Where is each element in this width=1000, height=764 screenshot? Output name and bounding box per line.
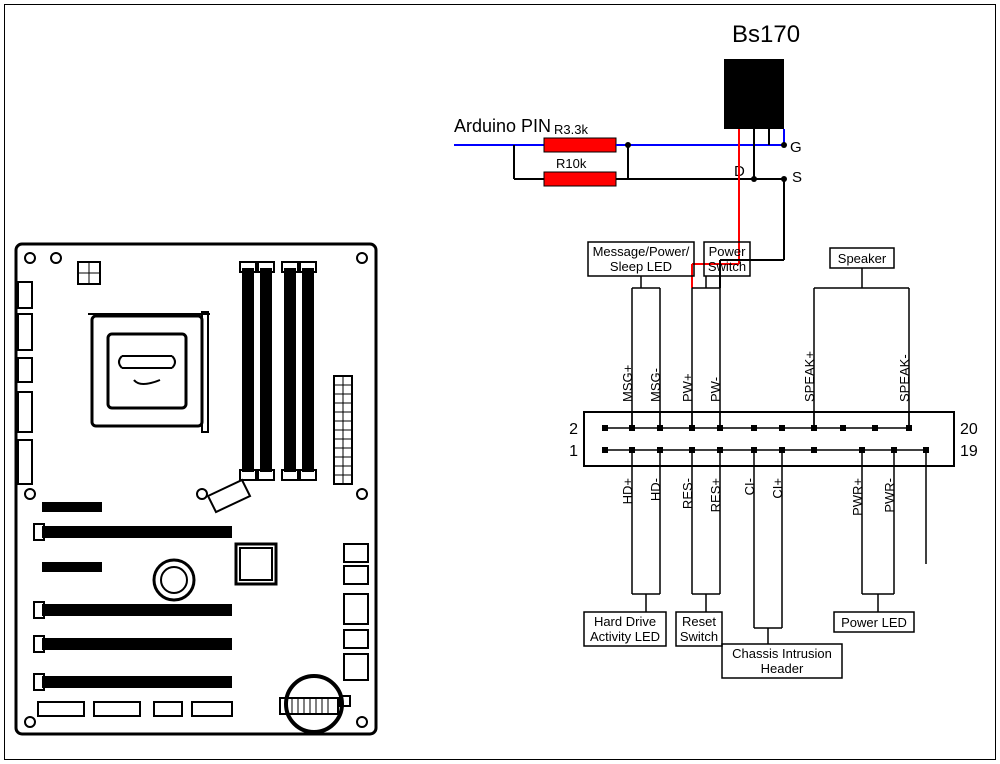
pin-label: MSG- xyxy=(648,368,663,402)
header-outline xyxy=(584,412,954,466)
io-port-icon xyxy=(18,314,32,350)
legend-text: Header xyxy=(761,661,804,676)
pin-num: 19 xyxy=(960,443,978,460)
io-port-icon xyxy=(18,440,32,484)
legend-text: Power LED xyxy=(841,615,907,630)
bs170-body xyxy=(724,59,784,129)
io-port-icon xyxy=(18,392,32,432)
io-port-icon xyxy=(18,282,32,308)
top-pin-labels: MSG+ MSG- PW+ PW- SPEAK+ SPEAK- xyxy=(620,351,912,402)
legend-text: Power xyxy=(709,244,747,259)
side-header-icon xyxy=(344,594,368,624)
pci-slots-icon xyxy=(42,502,232,688)
pin-s-label: S xyxy=(792,169,802,186)
side-header-icon xyxy=(344,654,368,680)
screw-hole-icon xyxy=(197,489,207,499)
bottom-pin-labels: HD+ HD- RES- RES+ CI- CI+ PWR+ PWR- xyxy=(620,478,897,516)
ram-slots-icon xyxy=(240,262,316,480)
legend-text: Activity LED xyxy=(590,629,660,644)
r2-label: R10k xyxy=(556,156,587,171)
screw-hole-icon xyxy=(357,489,367,499)
screw-hole-icon xyxy=(51,253,61,263)
legend-text: Switch xyxy=(680,629,718,644)
sata-icon xyxy=(208,480,250,512)
cpu-notch-icon xyxy=(119,356,175,384)
pin-label: PW- xyxy=(708,377,723,402)
legend-text: Reset xyxy=(682,614,716,629)
legend-top-group: Message/Power/ Sleep LED Power Switch Sp… xyxy=(588,242,894,276)
legend-text: Sleep LED xyxy=(610,259,672,274)
side-header-icon xyxy=(344,566,368,584)
motherboard-group xyxy=(16,244,376,734)
resistor-r2 xyxy=(544,172,616,186)
io-port-icon xyxy=(18,358,32,382)
pin-label: MSG+ xyxy=(620,365,635,402)
diagram-svg: Bs170 Arduino PIN R3.3k G R10k D S xyxy=(4,4,996,760)
pin-label: SPEAK+ xyxy=(802,351,817,402)
screw-hole-icon xyxy=(25,253,35,263)
chipset-icon xyxy=(236,544,276,584)
top-brackets xyxy=(632,268,909,428)
screw-hole-icon xyxy=(25,717,35,727)
legend-text: Message/Power/ xyxy=(593,244,690,259)
screw-hole-icon xyxy=(357,253,367,263)
legend-text: Switch xyxy=(708,259,746,274)
pin-num: 2 xyxy=(569,421,578,438)
bs170-label: Bs170 xyxy=(732,21,800,48)
r1-label: R3.3k xyxy=(554,122,588,137)
legend-text: Hard Drive xyxy=(594,614,656,629)
arduino-pin-label: Arduino PIN xyxy=(454,116,551,136)
legend-bottom-group: Hard Drive Activity LED Reset Switch Pow… xyxy=(584,612,914,678)
resistor-r1 xyxy=(544,138,616,152)
screw-hole-icon xyxy=(25,489,35,499)
cpu-die-icon xyxy=(108,334,186,408)
legend-text: Speaker xyxy=(838,251,887,266)
pin-num: 20 xyxy=(960,421,978,438)
bottom-headers-icon xyxy=(38,696,350,716)
pin-label: SPEAK- xyxy=(897,354,912,402)
pin-label: PW+ xyxy=(680,373,695,402)
pin-g-label: G xyxy=(790,139,802,156)
side-header-icon xyxy=(344,544,368,562)
legend-text: Chassis Intrusion xyxy=(732,646,832,661)
pin-num: 1 xyxy=(569,443,578,460)
node-dot xyxy=(781,142,787,148)
fpanel-header: 2 1 20 19 xyxy=(569,412,978,466)
fpanel-highlight-circle xyxy=(286,676,342,732)
screw-hole-icon xyxy=(357,717,367,727)
side-header-icon xyxy=(344,630,368,648)
